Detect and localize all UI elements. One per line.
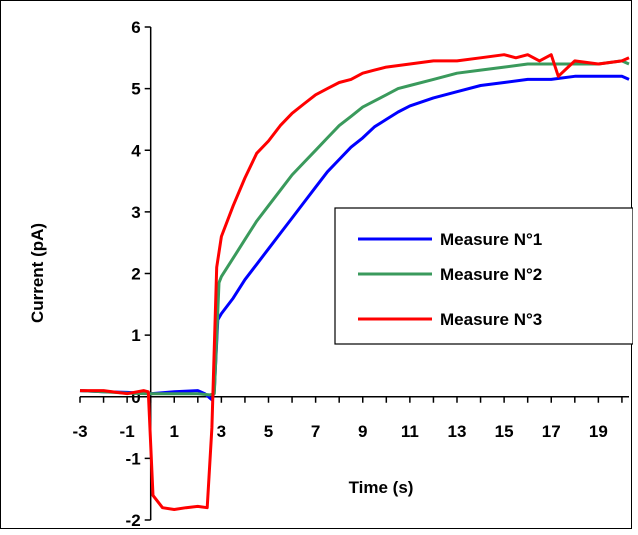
legend-label-2: Measure N°2 (440, 265, 542, 284)
y-tick-label: -2 (126, 511, 141, 530)
legend-label-3: Measure N°3 (440, 310, 542, 329)
x-tick-label: 7 (311, 422, 320, 441)
y-tick-label: 2 (131, 265, 140, 284)
y-tick-label: 4 (131, 141, 141, 160)
x-tick-label: 17 (542, 422, 561, 441)
x-tick-label: -1 (120, 422, 135, 441)
y-tick-label: 0 (131, 388, 140, 407)
x-tick-label: 5 (264, 422, 273, 441)
series-line-3 (80, 53, 630, 511)
y-tick-label: 6 (131, 18, 140, 37)
x-tick-label: 11 (401, 422, 419, 441)
x-tick-label: 9 (358, 422, 367, 441)
legend-label-1: Measure N°1 (440, 230, 542, 249)
x-tick-label: -3 (72, 422, 87, 441)
y-tick-label: 1 (131, 326, 140, 345)
x-tick-label: 13 (448, 422, 467, 441)
x-tick-label: 19 (589, 422, 608, 441)
y-tick-label: 5 (131, 80, 140, 99)
y-tick-label: 3 (131, 203, 140, 222)
y-axis-title: Current (pA) (28, 223, 47, 323)
x-tick-label: 3 (217, 422, 226, 441)
x-axis-title: Time (s) (349, 478, 414, 497)
x-tick-label: 1 (170, 422, 179, 441)
legend-box (334, 207, 633, 345)
series-line-2 (79, 59, 630, 397)
y-tick-label: -1 (126, 449, 141, 468)
x-tick-label: 15 (495, 422, 514, 441)
